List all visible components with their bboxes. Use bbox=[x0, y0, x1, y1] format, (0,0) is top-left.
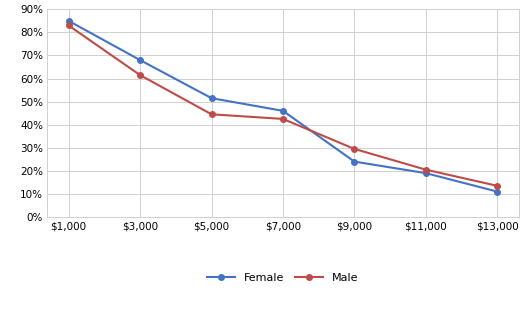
Line: Male: Male bbox=[66, 23, 500, 188]
Line: Female: Female bbox=[66, 18, 500, 194]
Female bbox=[494, 190, 500, 193]
Legend: Female, Male: Female, Male bbox=[203, 268, 363, 287]
Male bbox=[280, 117, 286, 121]
Female bbox=[351, 160, 357, 163]
Female bbox=[66, 19, 72, 23]
Male bbox=[351, 147, 357, 151]
Male bbox=[494, 184, 500, 188]
Female bbox=[423, 171, 429, 175]
Female bbox=[209, 96, 215, 100]
Male bbox=[209, 113, 215, 116]
Female bbox=[137, 58, 143, 62]
Male bbox=[137, 73, 143, 77]
Male bbox=[66, 24, 72, 27]
Male bbox=[423, 168, 429, 171]
Female bbox=[280, 109, 286, 113]
